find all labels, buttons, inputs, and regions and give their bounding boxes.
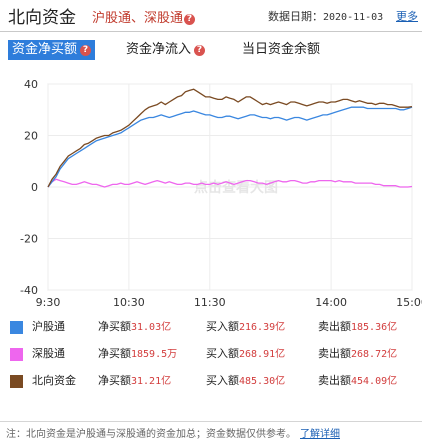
y-tick-label: -40 (20, 284, 38, 297)
buy-value: 216.39亿 (239, 322, 286, 333)
legend-sell: 卖出额185.36亿 (318, 316, 397, 339)
tab-daily-balance-label[interactable]: 当日资金余额 (242, 42, 321, 57)
sell-value: 185.36亿 (351, 322, 398, 333)
footer-divider (0, 421, 422, 422)
y-tick-label: 20 (24, 130, 38, 143)
legend-name: 北向资金 (32, 374, 76, 387)
legend-buy: 买入额216.39亿 (206, 316, 285, 339)
x-tick-label: 15:00 (396, 296, 422, 309)
x-tick-label: 11:30 (194, 296, 226, 309)
data-date-label: 数据日期： (268, 10, 323, 23)
net-label: 净买额 (98, 374, 131, 387)
y-axis-ticks: 40 20 0 -20 -40 (20, 78, 38, 297)
tab-bar: 资金净买额? 资金净流入? 当日资金余额 (0, 40, 422, 62)
x-axis-ticks: 9:30 10:30 11:30 14:00 15:00 (36, 296, 422, 309)
legend-swatch-sh (10, 321, 23, 334)
header-divider (0, 31, 422, 32)
legend-name: 深股通 (32, 347, 65, 360)
learn-more-link[interactable]: 了解详细 (300, 429, 340, 440)
series-line-0[interactable] (47, 106, 413, 188)
legend-swatch-north (10, 375, 23, 388)
legend-sell: 卖出额268.72亿 (318, 343, 397, 366)
help-icon[interactable]: ? (184, 14, 196, 25)
y-tick-label: 0 (31, 181, 38, 194)
more-link[interactable]: 更多 (396, 10, 418, 23)
net-label: 净买额 (98, 320, 131, 333)
buy-value: 485.30亿 (239, 376, 286, 387)
y-tick-label: 40 (24, 78, 38, 91)
legend-buy: 买入额485.30亿 (206, 370, 285, 393)
series-line-1[interactable] (47, 178, 413, 188)
legend-row-sz: 深股通 净买额1859.5万 买入额268.91亿 卖出额268.72亿 (0, 343, 422, 365)
header: 北向资金 沪股通、深股通? 数据日期：2020-11-03 更多 (0, 0, 422, 30)
tab-daily-balance[interactable]: 当日资金余额 (242, 40, 320, 60)
chart-grid (47, 83, 413, 291)
legend-buy: 买入额268.91亿 (206, 343, 285, 366)
y-tick-label: -20 (20, 233, 38, 246)
subtitle-text[interactable]: 沪股通、深股通 (92, 11, 184, 26)
legend-sell: 卖出额454.09亿 (318, 370, 397, 393)
footer-note-text: 注：北向资金是沪股通与深股通的资金加总；资金数据仅供参考。 (6, 429, 296, 440)
net-label: 净买额 (98, 347, 131, 360)
sell-value: 454.09亿 (351, 376, 398, 387)
sell-value: 268.72亿 (351, 349, 398, 360)
legend-row-north: 北向资金 净买额31.21亿 买入额485.30亿 卖出额454.09亿 (0, 370, 422, 392)
tab-net-buy-label[interactable]: 资金净买额 (12, 42, 78, 57)
help-icon[interactable]: ? (80, 45, 92, 56)
net-value: 1859.5万 (131, 349, 178, 360)
page-title: 北向资金 (8, 8, 76, 28)
buy-label: 买入额 (206, 347, 239, 360)
tab-net-inflow-label[interactable]: 资金净流入 (126, 42, 192, 57)
x-tick-label: 9:30 (36, 296, 61, 309)
net-buy-chart[interactable]: 点击查看大图 40 20 0 -20 -40 9:30 10:30 11:30 14:00 15… (0, 70, 422, 314)
tab-net-buy[interactable]: 资金净买额? (8, 40, 96, 60)
legend-net: 净买额31.03亿 (98, 316, 171, 339)
buy-label: 买入额 (206, 320, 239, 333)
chart-watermark[interactable]: 点击查看大图 (194, 179, 278, 196)
chart-series (47, 88, 413, 188)
series-line-2[interactable] (47, 88, 413, 188)
sell-label: 卖出额 (318, 347, 351, 360)
legend-row-sh: 沪股通 净买额31.03亿 买入额216.39亿 卖出额185.36亿 (0, 316, 422, 338)
buy-value: 268.91亿 (239, 349, 286, 360)
data-date-value: 2020-11-03 (323, 12, 384, 23)
data-date: 数据日期：2020-11-03 (268, 8, 383, 24)
buy-label: 买入额 (206, 374, 239, 387)
x-tick-label: 14:00 (315, 296, 347, 309)
page-subtitle[interactable]: 沪股通、深股通? (92, 7, 196, 26)
tab-net-inflow[interactable]: 资金净流入? (126, 40, 206, 60)
footer-note: 注：北向资金是沪股通与深股通的资金加总；资金数据仅供参考。 了解详细 (6, 425, 340, 440)
net-value: 31.03亿 (131, 322, 172, 333)
legend-name: 沪股通 (32, 320, 65, 333)
sell-label: 卖出额 (318, 374, 351, 387)
x-tick-label: 10:30 (113, 296, 145, 309)
legend-net: 净买额31.21亿 (98, 370, 171, 393)
legend-swatch-sz (10, 348, 23, 361)
legend-net: 净买额1859.5万 (98, 343, 177, 366)
sell-label: 卖出额 (318, 320, 351, 333)
help-icon[interactable]: ? (194, 45, 206, 56)
net-value: 31.21亿 (131, 376, 172, 387)
